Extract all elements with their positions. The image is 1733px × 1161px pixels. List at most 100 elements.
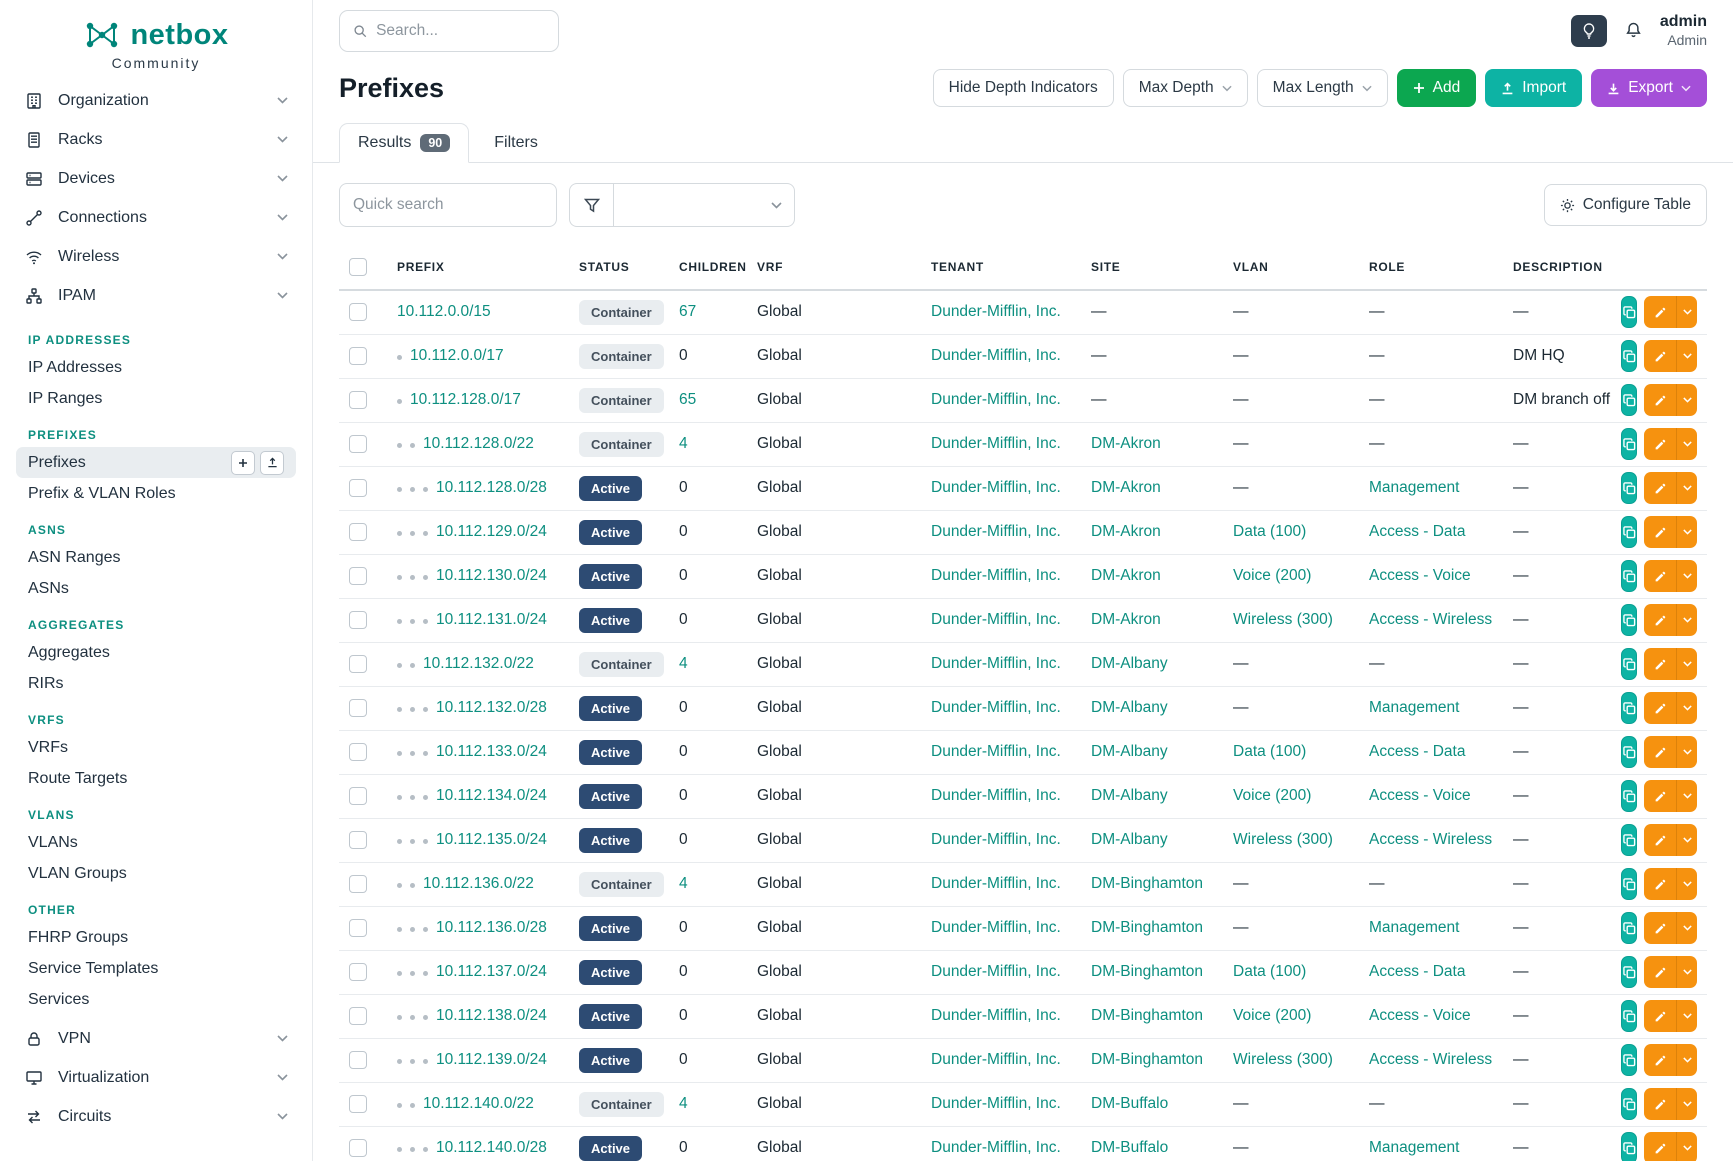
row-checkbox[interactable] (349, 654, 367, 673)
edit-dropdown-button[interactable] (1676, 692, 1697, 724)
site-link[interactable]: DM-Akron (1091, 479, 1161, 496)
sidebar-item-circuits[interactable]: Circuits (0, 1097, 312, 1136)
edit-button[interactable] (1644, 956, 1676, 988)
role-link[interactable]: Access - Data (1369, 523, 1466, 540)
tenant-link[interactable]: Dunder-Mifflin, Inc. (931, 611, 1061, 628)
prefix-link[interactable]: 10.112.140.0/22 (423, 1095, 534, 1112)
vlan-link[interactable]: Voice (200) (1233, 787, 1312, 804)
vlan-link[interactable]: Wireless (300) (1233, 611, 1333, 628)
filter-button[interactable] (569, 183, 613, 227)
site-link[interactable]: DM-Albany (1091, 743, 1168, 760)
role-link[interactable]: Access - Data (1369, 743, 1466, 760)
row-checkbox[interactable] (349, 742, 367, 761)
user-menu[interactable]: admin Admin (1660, 12, 1707, 50)
clone-button[interactable] (1621, 912, 1637, 944)
global-search[interactable] (339, 9, 559, 52)
prefix-link[interactable]: 10.112.128.0/22 (423, 435, 534, 452)
clone-button[interactable] (1621, 956, 1637, 988)
edit-button[interactable] (1644, 912, 1676, 944)
vlan-link[interactable]: Voice (200) (1233, 567, 1312, 584)
column-header-site[interactable]: Site (1081, 243, 1223, 291)
role-link[interactable]: Access - Wireless (1369, 611, 1493, 628)
prefix-link[interactable]: 10.112.128.0/28 (436, 479, 547, 496)
brand[interactable]: netbox Community (0, 12, 312, 81)
notifications-button[interactable] (1623, 20, 1644, 41)
tenant-link[interactable]: Dunder-Mifflin, Inc. (931, 963, 1061, 980)
clone-button[interactable] (1621, 868, 1637, 900)
tab-results[interactable]: Results 90 (339, 123, 470, 163)
sidebar-item-service-templates[interactable]: Service Templates (28, 959, 159, 977)
role-link[interactable]: Access - Data (1369, 963, 1466, 980)
sidebar-item-connections[interactable]: Connections (0, 198, 312, 237)
site-link[interactable]: DM-Buffalo (1091, 1095, 1169, 1112)
role-link[interactable]: Access - Voice (1369, 567, 1471, 584)
sidebar-item-vlans[interactable]: VLANs (28, 833, 78, 851)
site-link[interactable]: DM-Albany (1091, 831, 1168, 848)
role-link[interactable]: Access - Wireless (1369, 1051, 1493, 1068)
saved-filter-select[interactable] (613, 183, 795, 227)
add-prefix-button[interactable] (231, 450, 255, 475)
edit-dropdown-button[interactable] (1676, 384, 1697, 416)
row-checkbox[interactable] (349, 1006, 367, 1025)
edit-dropdown-button[interactable] (1676, 340, 1697, 372)
site-link[interactable]: DM-Akron (1091, 523, 1161, 540)
import-prefix-button[interactable] (260, 450, 284, 475)
edit-button[interactable] (1644, 296, 1676, 329)
row-checkbox[interactable] (349, 874, 367, 893)
tenant-link[interactable]: Dunder-Mifflin, Inc. (931, 655, 1061, 672)
tenant-link[interactable]: Dunder-Mifflin, Inc. (931, 303, 1061, 321)
children-count-link[interactable]: 4 (679, 1095, 688, 1112)
prefix-link[interactable]: 10.112.0.0/15 (397, 303, 491, 321)
edit-dropdown-button[interactable] (1676, 868, 1697, 900)
clone-button[interactable] (1621, 340, 1637, 372)
sidebar-item-organization[interactable]: Organization (0, 81, 312, 120)
row-checkbox[interactable] (349, 1050, 367, 1069)
sidebar-item-aggregates[interactable]: Aggregates (28, 643, 110, 661)
edit-dropdown-button[interactable] (1676, 472, 1697, 504)
edit-button[interactable] (1644, 428, 1676, 460)
prefix-link[interactable]: 10.112.0.0/17 (410, 347, 504, 364)
children-count-link[interactable]: 4 (679, 875, 688, 892)
tenant-link[interactable]: Dunder-Mifflin, Inc. (931, 919, 1061, 936)
edit-button[interactable] (1644, 604, 1676, 636)
row-checkbox[interactable] (349, 786, 367, 805)
column-header-status[interactable]: Status (569, 243, 669, 291)
sidebar-item-asns[interactable]: ASNs (28, 579, 69, 597)
prefix-link[interactable]: 10.112.139.0/24 (436, 1051, 547, 1068)
clone-button[interactable] (1621, 1132, 1637, 1161)
children-count-link[interactable]: 4 (679, 435, 688, 452)
sidebar-item-devices[interactable]: Devices (0, 159, 312, 198)
tenant-link[interactable]: Dunder-Mifflin, Inc. (931, 567, 1061, 584)
quick-search-input[interactable] (339, 183, 557, 227)
role-link[interactable]: Management (1369, 1139, 1460, 1156)
row-checkbox[interactable] (349, 610, 367, 629)
edit-dropdown-button[interactable] (1676, 912, 1697, 944)
clone-button[interactable] (1621, 1000, 1637, 1032)
edit-dropdown-button[interactable] (1676, 780, 1697, 812)
edit-dropdown-button[interactable] (1676, 956, 1697, 988)
edit-button[interactable] (1644, 868, 1676, 900)
vlan-link[interactable]: Data (100) (1233, 523, 1307, 540)
role-link[interactable]: Access - Voice (1369, 1007, 1471, 1024)
site-link[interactable]: DM-Buffalo (1091, 1139, 1169, 1156)
edit-dropdown-button[interactable] (1676, 648, 1697, 680)
clone-button[interactable] (1621, 736, 1637, 768)
row-checkbox[interactable] (349, 346, 367, 365)
vlan-link[interactable]: Data (100) (1233, 963, 1307, 980)
sidebar-item-prefixes[interactable]: Prefixes (16, 447, 296, 478)
sidebar-item-fhrp-groups[interactable]: FHRP Groups (28, 928, 129, 946)
edit-button[interactable] (1644, 472, 1676, 504)
max-length-dropdown[interactable]: Max Length (1256, 69, 1388, 107)
tenant-link[interactable]: Dunder-Mifflin, Inc. (931, 699, 1061, 716)
edit-button[interactable] (1644, 1088, 1676, 1120)
column-header-tenant[interactable]: Tenant (921, 243, 1081, 291)
role-link[interactable]: Management (1369, 919, 1460, 936)
prefix-link[interactable]: 10.112.136.0/22 (423, 875, 534, 892)
tenant-link[interactable]: Dunder-Mifflin, Inc. (931, 743, 1061, 760)
vlan-link[interactable]: Wireless (300) (1233, 831, 1333, 848)
sidebar-item-ip-addresses[interactable]: IP Addresses (28, 358, 122, 376)
clone-button[interactable] (1621, 1044, 1637, 1076)
export-button[interactable]: Export (1591, 69, 1707, 107)
site-link[interactable]: DM-Akron (1091, 567, 1161, 584)
column-header-prefix[interactable]: Prefix (387, 243, 569, 291)
